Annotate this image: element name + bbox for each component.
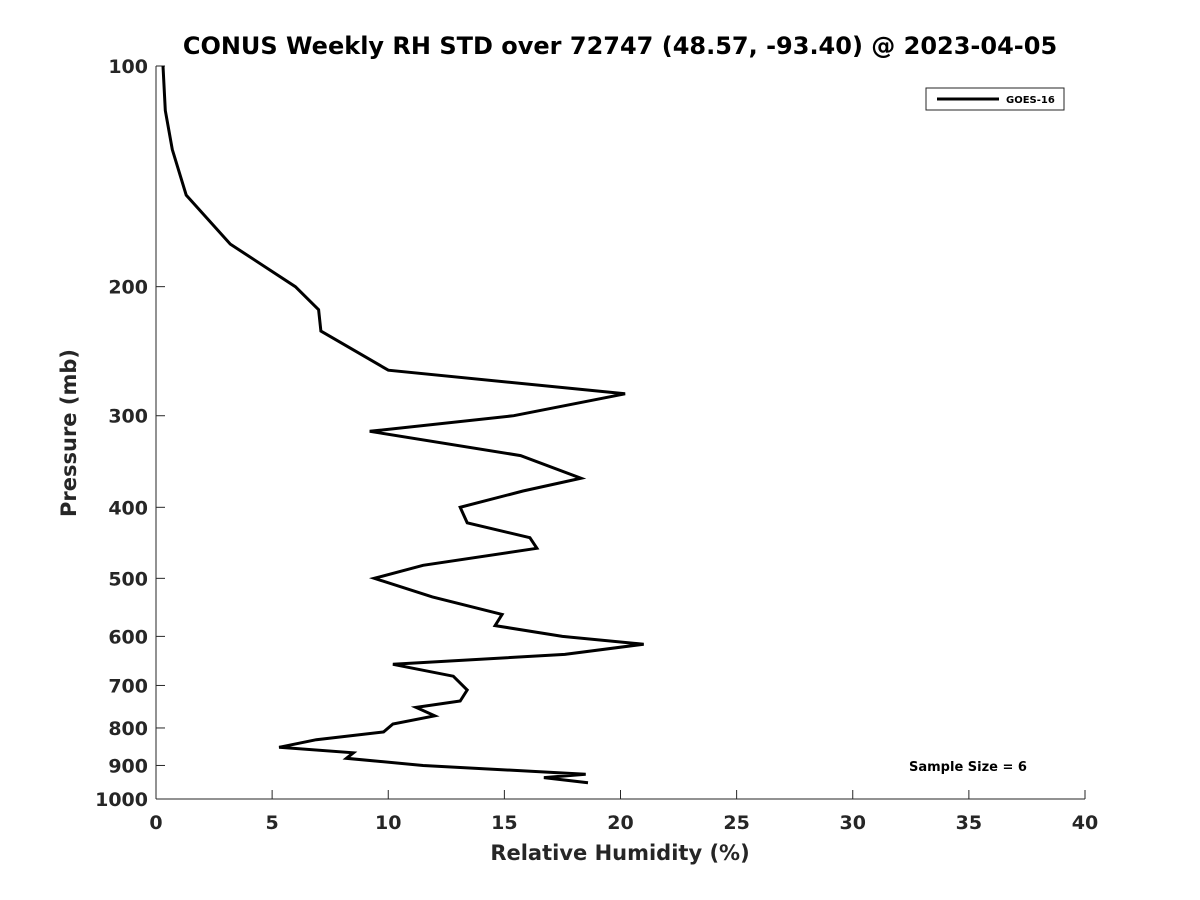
- x-tick-label: 30: [840, 812, 866, 834]
- x-tick-label: 40: [1072, 812, 1098, 834]
- x-axis-label: Relative Humidity (%): [490, 841, 749, 865]
- x-tick-label: 10: [375, 812, 401, 834]
- y-tick-label: 800: [108, 718, 148, 740]
- x-tick-label: 5: [266, 812, 279, 834]
- legend: GOES-16: [925, 87, 1065, 111]
- x-tick-label: 25: [723, 812, 749, 834]
- series-layer: [161, 65, 644, 785]
- chart-title: CONUS Weekly RH STD over 72747 (48.57, -…: [183, 32, 1057, 60]
- y-tick-label: 100: [108, 56, 148, 78]
- series-line-goes-16: [161, 65, 644, 785]
- x-ticks: 0 5 10 15 20 25 30 35 40: [149, 790, 1098, 834]
- y-tick-label: 700: [108, 675, 148, 697]
- x-tick-label: 35: [956, 812, 982, 834]
- legend-entry-goes-16: GOES-16: [1006, 95, 1055, 106]
- y-tick-label: 400: [108, 497, 148, 519]
- y-tick-label: 600: [108, 626, 148, 648]
- y-tick-label: 1000: [95, 789, 148, 811]
- y-ticks: 100 200 300 400 500 600 700 800 900 1000: [95, 56, 165, 811]
- y-tick-label: 300: [108, 406, 148, 428]
- y-tick-label: 500: [108, 568, 148, 590]
- sample-size-annotation: Sample Size = 6: [909, 760, 1027, 775]
- x-tick-label: 0: [149, 812, 162, 834]
- x-tick-label: 20: [607, 812, 633, 834]
- x-tick-label: 15: [491, 812, 517, 834]
- y-tick-label: 200: [108, 277, 148, 299]
- y-tick-label: 900: [108, 755, 148, 777]
- y-axis-label: Pressure (mb): [57, 349, 81, 517]
- axes: [155, 66, 1085, 800]
